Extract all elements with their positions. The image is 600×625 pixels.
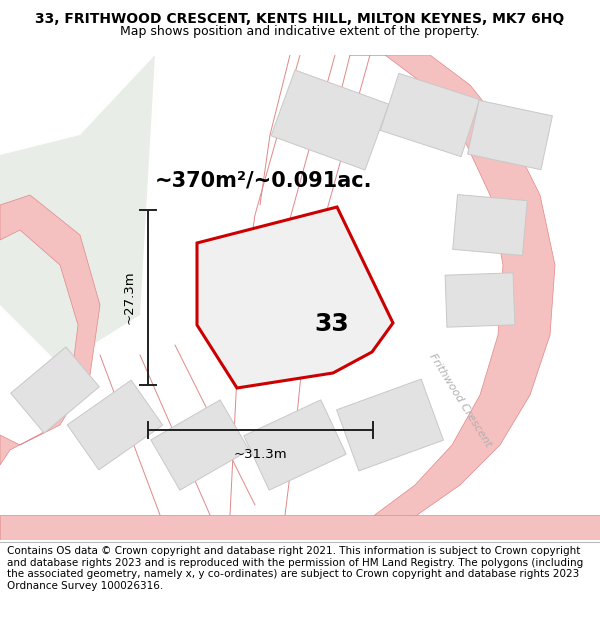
Text: ~31.3m: ~31.3m xyxy=(233,448,287,461)
Polygon shape xyxy=(337,379,443,471)
Polygon shape xyxy=(151,400,249,490)
Text: Map shows position and indicative extent of the property.: Map shows position and indicative extent… xyxy=(120,26,480,39)
Polygon shape xyxy=(467,100,553,170)
Polygon shape xyxy=(0,55,155,365)
Polygon shape xyxy=(67,380,163,470)
Text: ~370m²/~0.091ac.: ~370m²/~0.091ac. xyxy=(155,170,373,190)
Polygon shape xyxy=(197,207,393,388)
Polygon shape xyxy=(244,400,346,490)
Polygon shape xyxy=(0,515,600,540)
Text: 33, FRITHWOOD CRESCENT, KENTS HILL, MILTON KEYNES, MK7 6HQ: 33, FRITHWOOD CRESCENT, KENTS HILL, MILT… xyxy=(35,12,565,26)
Text: Contains OS data © Crown copyright and database right 2021. This information is : Contains OS data © Crown copyright and d… xyxy=(7,546,583,591)
Polygon shape xyxy=(11,347,99,433)
Polygon shape xyxy=(445,273,515,327)
Text: 33: 33 xyxy=(314,312,349,336)
Polygon shape xyxy=(0,195,100,465)
Polygon shape xyxy=(380,73,479,157)
Polygon shape xyxy=(271,70,389,170)
Polygon shape xyxy=(230,55,555,540)
Text: ~27.3m: ~27.3m xyxy=(123,271,136,324)
Text: Frithwood Crescent: Frithwood Crescent xyxy=(427,351,493,449)
Polygon shape xyxy=(453,194,527,256)
